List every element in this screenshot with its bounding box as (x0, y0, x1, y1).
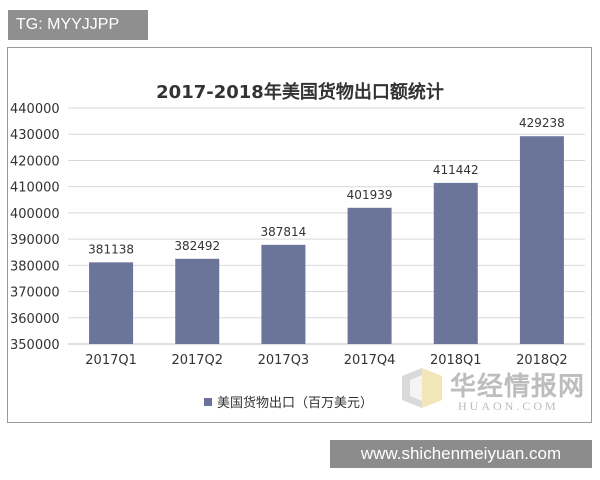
huaon-watermark-cn: 华经情报网 (450, 372, 586, 402)
bar (433, 182, 478, 344)
bar (89, 262, 134, 344)
data-label: 387814 (261, 225, 307, 239)
x-tick-label: 2018Q2 (516, 353, 568, 368)
y-tick-label: 400000 (10, 207, 60, 222)
y-tick-label: 420000 (10, 154, 60, 169)
data-label: 401939 (347, 188, 393, 202)
tg-watermark-badge: TG: MYYJJPP (8, 10, 148, 40)
x-tick-label: 2017Q1 (85, 353, 137, 368)
chart-title: 2017-2018年美国货物出口额统计 (156, 82, 444, 103)
chart-frame (7, 47, 592, 423)
y-tick-label: 370000 (10, 286, 60, 301)
bar (347, 207, 392, 344)
bar (519, 136, 564, 344)
bar (175, 258, 220, 344)
legend-label: 美国货物出口（百万美元） (217, 396, 374, 411)
data-label: 429238 (519, 116, 565, 130)
y-tick-label: 430000 (10, 128, 60, 143)
y-tick-label: 350000 (10, 338, 60, 353)
huaon-logo-icon (402, 368, 442, 408)
y-tick-label: 390000 (10, 233, 60, 248)
bar (261, 244, 306, 344)
x-tick-label: 2017Q2 (171, 353, 223, 368)
site-url-watermark: www.shichenmeiyuan.com (330, 440, 592, 468)
huaon-watermark: 华经情报网 HUAON.COM (400, 362, 590, 414)
y-tick-label: 440000 (10, 102, 60, 117)
data-label: 381138 (88, 242, 134, 256)
y-tick-label: 360000 (10, 312, 60, 327)
huaon-watermark-en: HUAON.COM (458, 399, 559, 413)
x-tick-label: 2018Q1 (430, 353, 482, 368)
y-tick-label: 380000 (10, 259, 60, 274)
y-tick-label: 410000 (10, 181, 60, 196)
data-label: 382492 (174, 239, 220, 253)
x-tick-label: 2017Q4 (344, 353, 396, 368)
chart-legend: 美国货物出口（百万美元） (204, 392, 373, 411)
x-tick-label: 2017Q3 (258, 353, 310, 368)
data-label: 411442 (433, 163, 479, 177)
legend-swatch (204, 397, 212, 406)
